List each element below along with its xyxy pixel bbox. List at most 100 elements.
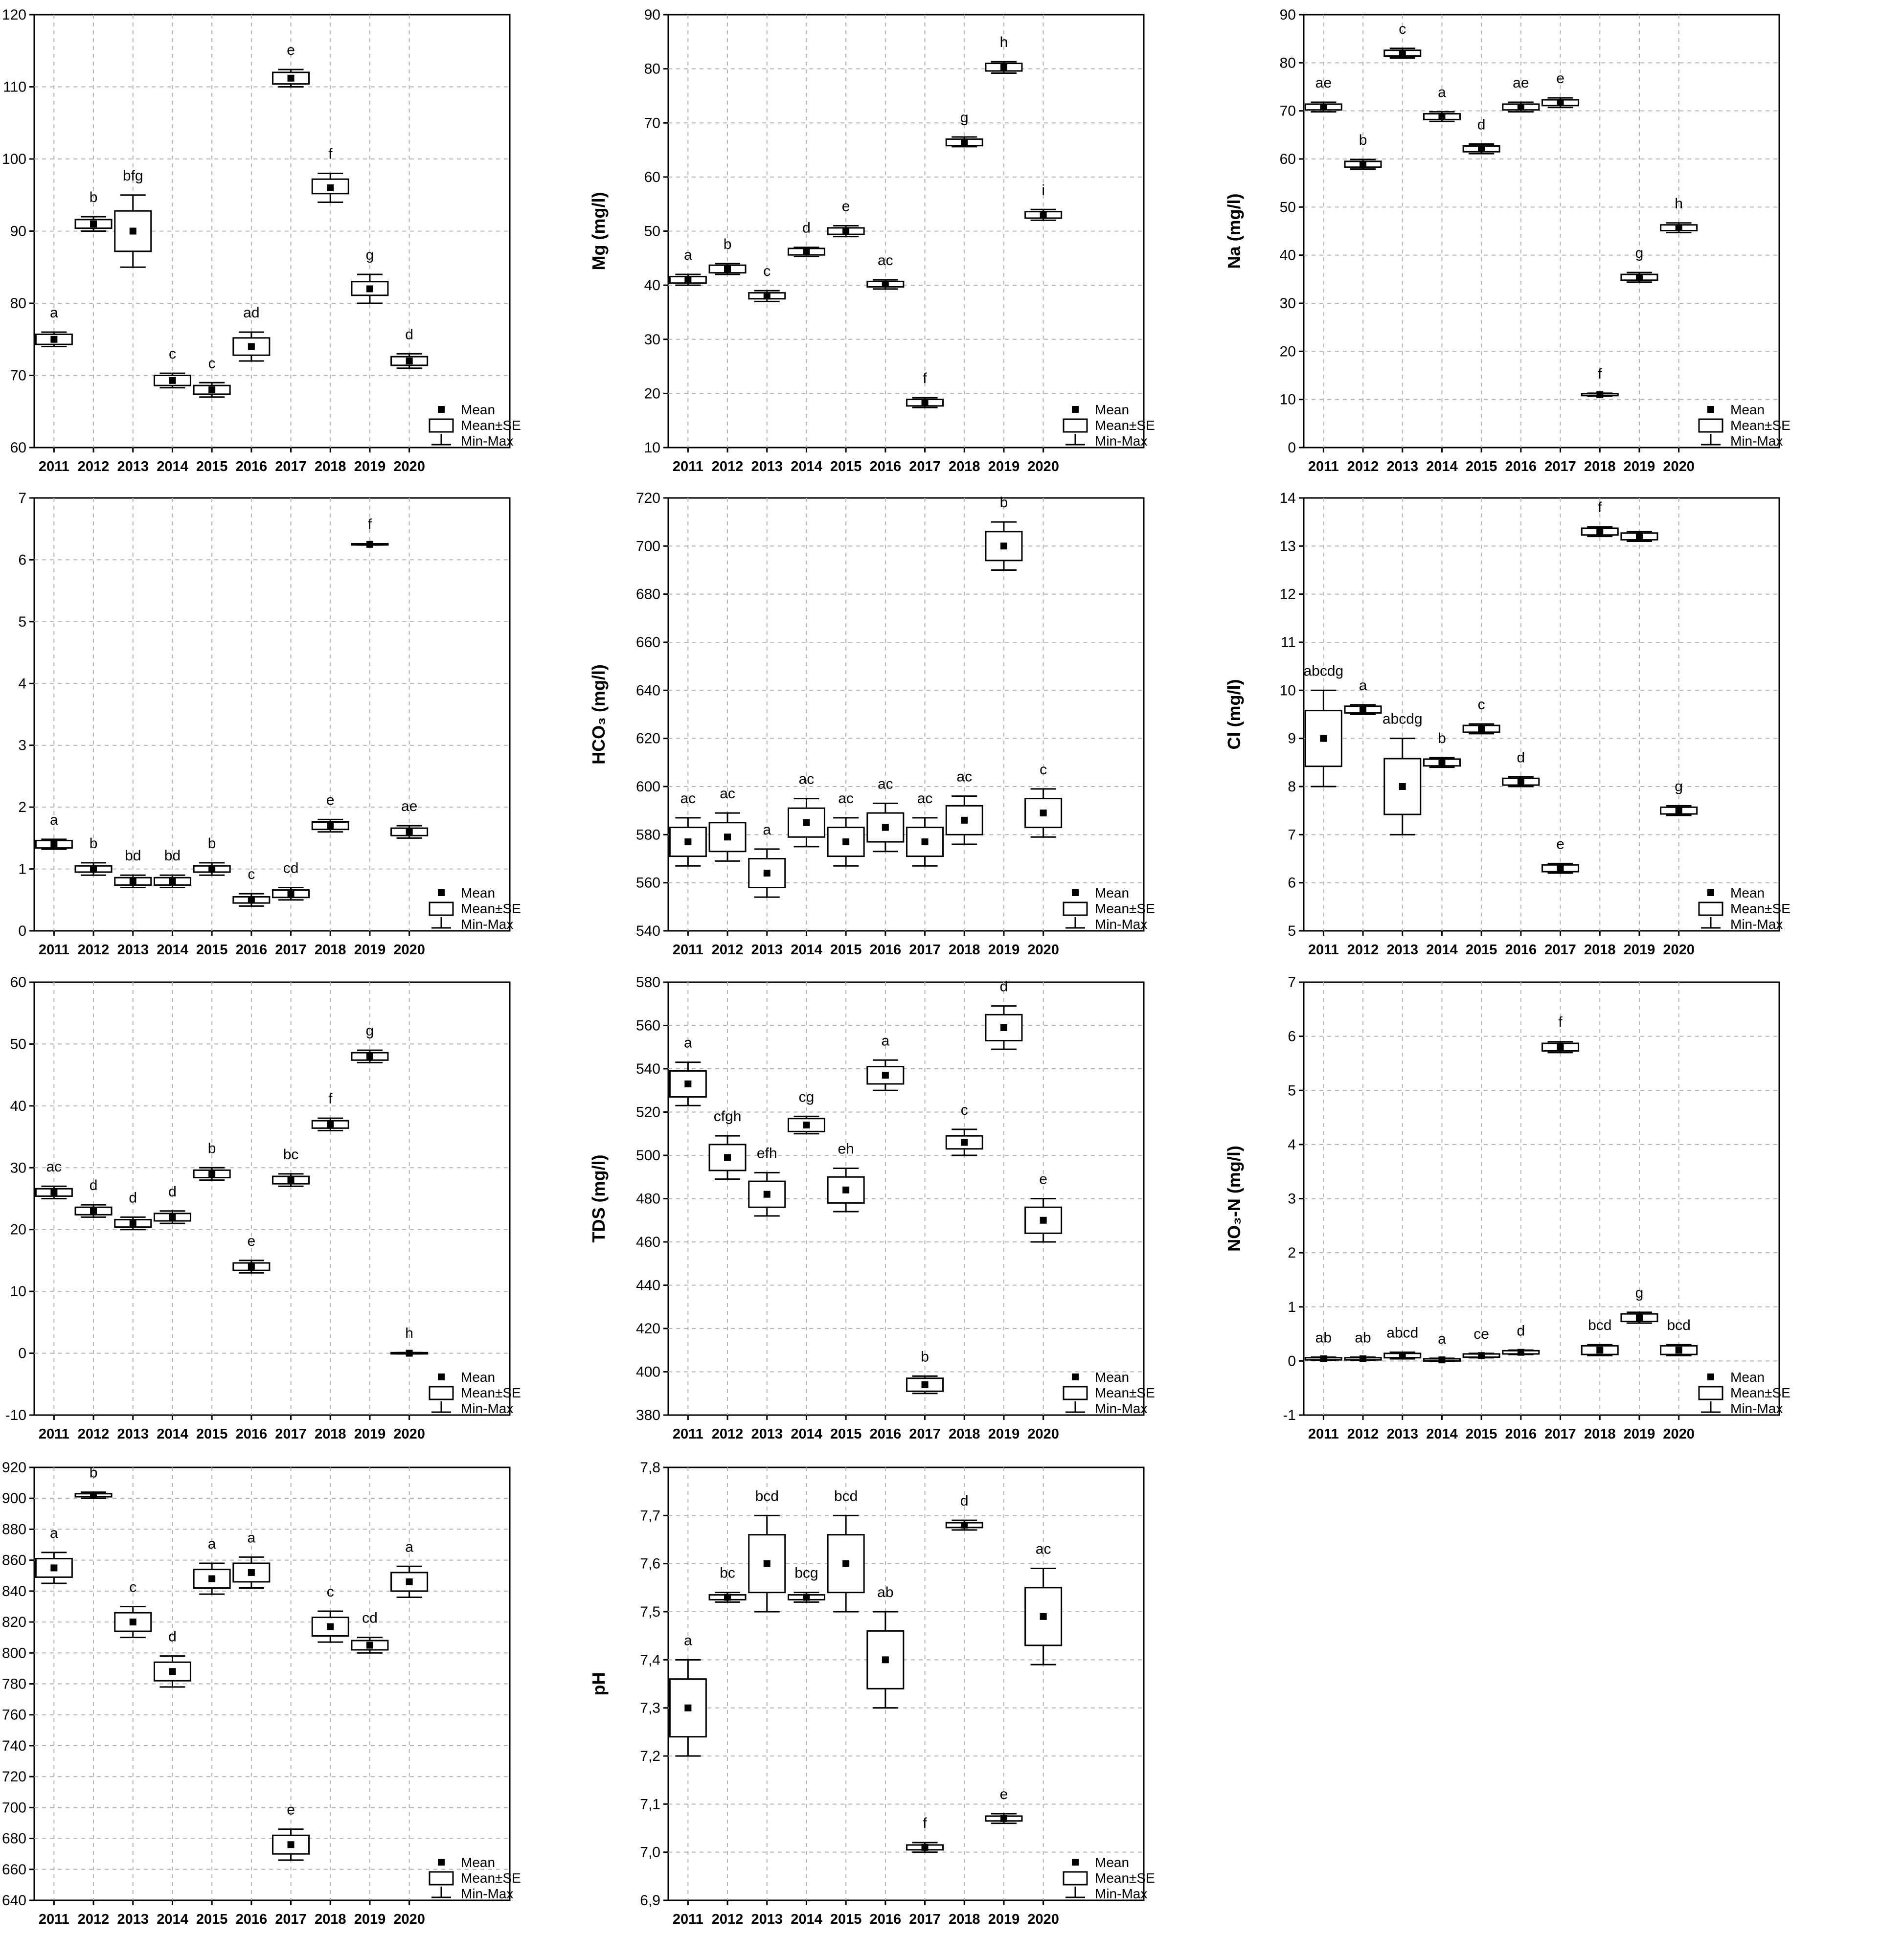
x-tick-label: 2012 xyxy=(78,459,110,474)
significance-letter: b xyxy=(90,1465,98,1481)
mean-marker xyxy=(921,1381,929,1389)
x-tick-label: 2018 xyxy=(1584,942,1616,958)
y-tick-label: 0 xyxy=(1288,1353,1296,1369)
mean-marker xyxy=(1478,725,1485,732)
significance-letter: f xyxy=(328,146,333,162)
legend-mean-label: Mean xyxy=(1095,402,1129,417)
significance-letter: b xyxy=(921,1349,929,1365)
mean-marker xyxy=(169,1668,176,1675)
x-tick-label: 2011 xyxy=(39,459,69,474)
mean-marker xyxy=(169,1214,176,1221)
mean-marker xyxy=(724,1594,731,1601)
legend-minmax-label: Min-Max xyxy=(1095,1886,1147,1901)
x-tick-label: 2018 xyxy=(949,459,980,474)
x-tick-label: 2014 xyxy=(157,1912,188,1927)
mean-marker xyxy=(208,1575,216,1582)
se-box xyxy=(945,805,983,835)
box-2018: f xyxy=(311,1091,349,1131)
significance-letter: d xyxy=(129,1190,137,1206)
mean-marker xyxy=(1360,706,1367,713)
mean-marker xyxy=(1478,145,1485,153)
x-tick-label: 2012 xyxy=(78,1912,110,1927)
box-2015: ce xyxy=(1462,1326,1500,1359)
mean-marker xyxy=(366,285,373,293)
box-2018: g xyxy=(945,110,983,148)
box-2015: d xyxy=(1462,117,1500,155)
significance-letter: bc xyxy=(283,1147,299,1163)
x-tick-label: 2018 xyxy=(315,459,346,474)
x-tick-label: 2014 xyxy=(791,1426,822,1442)
significance-letter: a xyxy=(684,1035,692,1051)
x-tick-label: 2016 xyxy=(870,1912,902,1927)
mean-marker xyxy=(961,139,968,146)
significance-letter: ac xyxy=(1036,1541,1051,1557)
y-tick-label: 30 xyxy=(644,332,660,348)
mean-marker xyxy=(129,1619,136,1626)
mean-marker xyxy=(327,822,334,830)
significance-letter: bc xyxy=(720,1565,735,1581)
y-tick-label: 720 xyxy=(636,490,660,506)
x-tick-label: 2014 xyxy=(1426,942,1458,958)
box-2020: ae xyxy=(390,798,429,839)
mean-marker xyxy=(1040,211,1047,219)
y-tick-label: 7,3 xyxy=(640,1700,660,1716)
x-tick-label: 2016 xyxy=(236,1426,268,1442)
box-2016: ac xyxy=(866,252,905,290)
box-2015: eh xyxy=(827,1141,865,1213)
x-tick-label: 2017 xyxy=(909,459,941,474)
y-tick-label: 920 xyxy=(2,1460,26,1476)
significance-letter: c xyxy=(327,1584,334,1600)
mean-marker xyxy=(763,870,771,877)
significance-letter: b xyxy=(208,1140,216,1156)
significance-letter: d xyxy=(1477,117,1486,133)
y-tick-label: 660 xyxy=(636,634,660,651)
x-tick-label: 2019 xyxy=(354,459,386,474)
y-axis-label: Cl (mg/l) xyxy=(1224,679,1244,750)
legend-mean-marker xyxy=(438,889,445,896)
x-tick-label: 2015 xyxy=(1466,942,1497,958)
box-2020: bcd xyxy=(1660,1317,1698,1356)
x-tick-label: 2016 xyxy=(1505,1426,1537,1442)
mean-marker xyxy=(406,358,413,364)
significance-letter: f xyxy=(1598,499,1602,516)
x-tick-label: 2019 xyxy=(988,459,1020,474)
mean-marker xyxy=(90,1207,97,1215)
mean-marker xyxy=(724,1154,731,1161)
mean-marker xyxy=(921,399,929,406)
y-tick-label: 580 xyxy=(636,827,660,843)
x-tick-label: 2020 xyxy=(1663,942,1695,958)
mean-marker xyxy=(208,865,216,873)
box-2014: ac xyxy=(787,771,825,848)
y-tick-label: 7 xyxy=(1288,827,1296,843)
x-tick-label: 2017 xyxy=(909,1912,941,1927)
box-2015: c xyxy=(193,355,231,398)
y-tick-label: 460 xyxy=(636,1234,660,1250)
y-tick-label: 800 xyxy=(2,1645,26,1661)
box-2016: a xyxy=(232,1530,271,1589)
legend-se-box xyxy=(1063,418,1088,433)
mean-marker xyxy=(129,227,136,235)
legend-mean-marker xyxy=(1072,1373,1079,1380)
significance-letter: a xyxy=(50,1525,58,1541)
significance-letter: f xyxy=(923,370,927,386)
x-tick-label: 2014 xyxy=(157,1426,188,1442)
y-tick-label: 740 xyxy=(2,1738,26,1754)
box-2018: bcd xyxy=(1581,1317,1619,1356)
y-tick-label: 900 xyxy=(2,1490,26,1507)
box-2018: c xyxy=(311,1584,349,1643)
legend-se-box xyxy=(1698,418,1723,433)
legend-se-label: Mean±SE xyxy=(1095,418,1155,433)
x-tick-label: 2017 xyxy=(1544,1426,1576,1442)
y-tick-label: 880 xyxy=(2,1521,26,1537)
x-tick-label: 2017 xyxy=(1544,459,1576,474)
box-2019: h xyxy=(985,34,1023,74)
se-box xyxy=(232,1562,271,1583)
x-tick-label: 2018 xyxy=(315,1426,346,1442)
box-2017: e xyxy=(272,1802,310,1861)
x-tick-label: 2013 xyxy=(117,1912,149,1927)
box-2011: ab xyxy=(1304,1330,1342,1362)
significance-letter: ac xyxy=(680,790,696,807)
y-tick-label: 60 xyxy=(10,440,26,456)
x-tick-label: 2015 xyxy=(830,459,862,474)
x-tick-label: 2013 xyxy=(751,1426,783,1442)
